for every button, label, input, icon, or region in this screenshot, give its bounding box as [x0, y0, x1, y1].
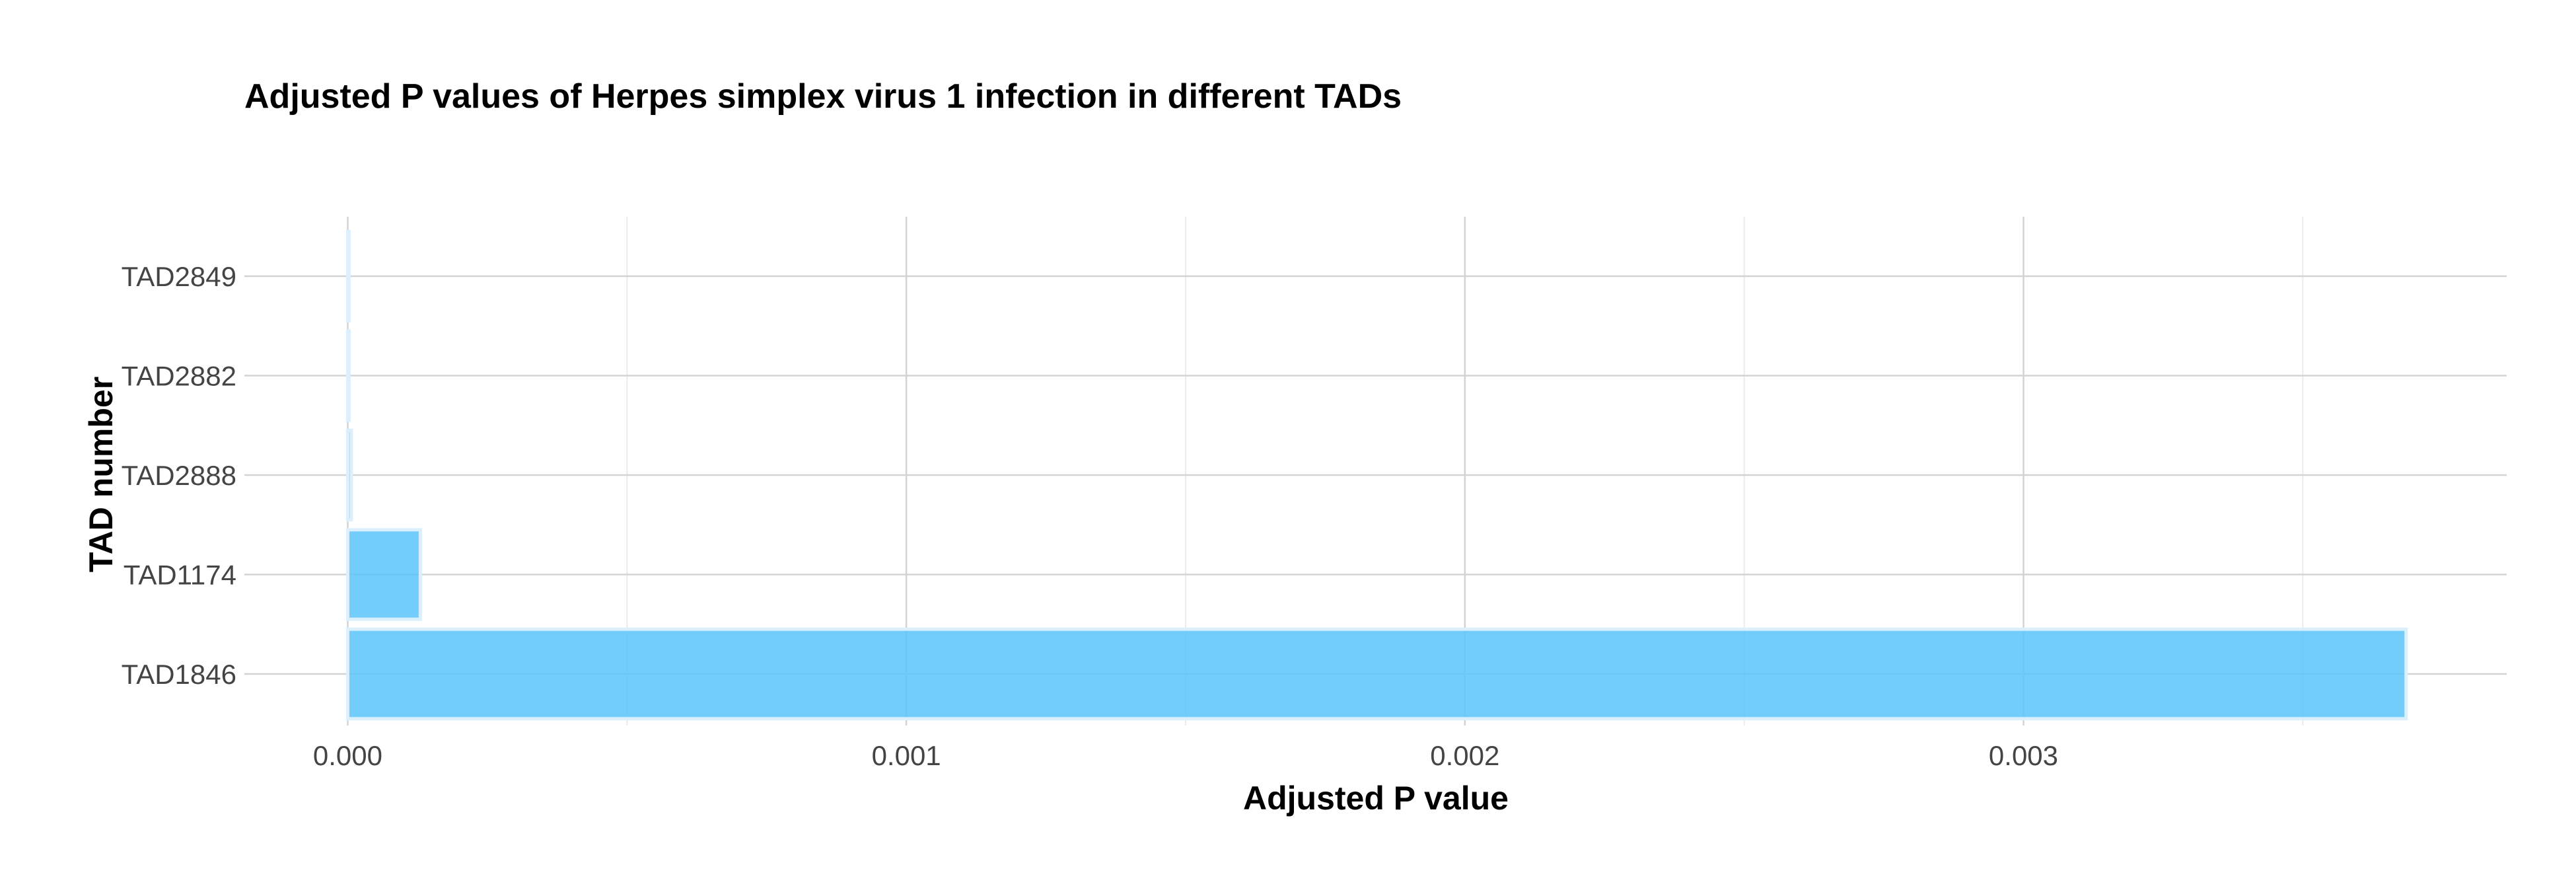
y-tick-label: TAD2888 — [122, 460, 236, 491]
y-axis-title: TAD number — [83, 377, 120, 572]
bar-tad1174 — [345, 528, 422, 621]
bar-tad2849 — [345, 229, 351, 323]
y-tick-label: TAD2849 — [122, 261, 236, 292]
bar-tad2882 — [345, 329, 351, 422]
x-tick-label: 0.001 — [872, 740, 941, 771]
x-tick-label: 0.000 — [313, 740, 382, 771]
bar-tad1846 — [345, 627, 2408, 721]
y-tick-label: TAD1174 — [124, 560, 236, 591]
x-tick-label: 0.002 — [1430, 740, 1499, 771]
bar-tad2888 — [345, 428, 353, 522]
y-tick-label: TAD1846 — [122, 659, 236, 690]
x-axis-ticks: 0.000 0.001 0.002 0.003 — [313, 740, 2058, 771]
bars — [345, 229, 2408, 721]
y-axis-ticks: TAD1846 TAD1174 TAD2888 TAD2882 TAD2849 — [122, 261, 236, 690]
chart-title: Adjusted P values of Herpes simplex viru… — [244, 77, 1402, 116]
x-tick-label: 0.003 — [1989, 740, 2058, 771]
y-tick-label: TAD2882 — [122, 361, 236, 392]
x-axis-title: Adjusted P value — [1243, 780, 1509, 817]
